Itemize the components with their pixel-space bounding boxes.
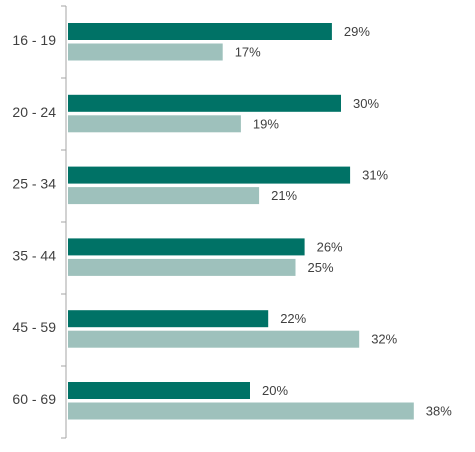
bars	[68, 23, 414, 420]
category-label: 25 - 34	[12, 176, 56, 192]
bar-series-2	[68, 43, 223, 61]
value-label: 32%	[371, 332, 397, 347]
category-label: 20 - 24	[12, 104, 56, 120]
bar-series-1	[68, 166, 351, 184]
labels: 16 - 19 29% 17% 20 - 24 30% 19% 25 - 34 31% 21% 3…	[12, 24, 452, 419]
bar-series-1	[68, 23, 332, 40]
bar-series-2	[68, 330, 360, 348]
bar-series-1	[68, 94, 341, 112]
bar-series-2	[68, 187, 260, 205]
bar-series-2	[68, 115, 241, 133]
category-label: 35 - 44	[12, 247, 56, 263]
value-label: 17%	[235, 45, 261, 60]
bar-series-1	[68, 382, 250, 399]
bar-series-2	[68, 258, 296, 276]
value-label: 38%	[426, 404, 452, 419]
value-label: 21%	[271, 188, 297, 203]
bar-series-1	[68, 310, 269, 328]
value-label: 30%	[353, 96, 379, 111]
value-label: 26%	[317, 239, 343, 254]
bar-series-1	[68, 238, 305, 256]
value-label: 31%	[362, 168, 388, 183]
value-label: 29%	[344, 24, 370, 39]
value-label: 19%	[253, 116, 279, 131]
value-label: 22%	[280, 311, 306, 326]
value-label: 25%	[308, 260, 334, 275]
category-label: 45 - 59	[12, 319, 56, 335]
category-label: 60 - 69	[12, 391, 56, 407]
category-label: 16 - 19	[12, 32, 56, 48]
category-axis	[61, 5, 67, 439]
bar-series-2	[68, 402, 414, 420]
value-label: 20%	[262, 383, 288, 398]
